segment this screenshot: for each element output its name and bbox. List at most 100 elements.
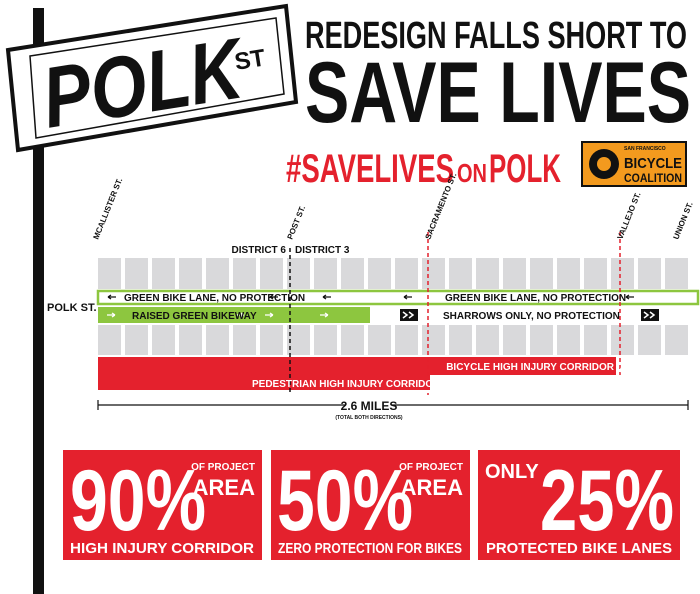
city-block (422, 325, 445, 355)
corridor-label: PEDESTRIAN HIGH INJURY CORRIDOR (252, 379, 441, 390)
city-block (476, 325, 499, 355)
headline-line1: REDESIGN FALLS SHORT TO (305, 15, 687, 57)
cross-street: MCALLISTER ST. (92, 177, 125, 241)
stat-qualifier: AREA (193, 475, 255, 500)
sign-suffix: ST (233, 44, 268, 76)
city-block (638, 258, 661, 289)
stat-value: 25% (540, 453, 674, 549)
sharrow-icon (641, 309, 659, 321)
lane-label: GREEN BIKE LANE, NO PROTECTION (124, 293, 305, 304)
city-block (395, 258, 418, 289)
logo-text: COALITION (624, 171, 682, 185)
stat-caption: PROTECTED BIKE LANES (486, 540, 672, 557)
city-block (98, 325, 121, 355)
city-block (179, 258, 202, 289)
bicycle-corridor (98, 357, 616, 375)
cross-street: POST ST. (286, 204, 308, 240)
city-block (449, 258, 472, 289)
sign-post (33, 8, 44, 594)
city-block (179, 325, 202, 355)
city-block (395, 325, 418, 355)
city-block (152, 325, 175, 355)
city-block (341, 325, 364, 355)
lane-label: RAISED GREEN BIKEWAY (132, 311, 257, 322)
city-block (557, 258, 580, 289)
distance-label: 2.6 MILES (341, 399, 398, 413)
stat-qualifier: OF PROJECT (399, 462, 463, 473)
city-block (557, 325, 580, 355)
headline-line2: SAVE LIVES (305, 45, 691, 141)
city-block (206, 325, 229, 355)
district-label: DISTRICT 6 (232, 245, 287, 256)
city-block (341, 258, 364, 289)
city-block (206, 258, 229, 289)
city-block (611, 325, 634, 355)
direction-arrows (107, 294, 634, 300)
cross-street: UNION ST. (672, 201, 695, 241)
city-block (503, 258, 526, 289)
city-block (314, 258, 337, 289)
city-block (260, 258, 283, 289)
sharrow-icon (400, 309, 418, 321)
city-block (125, 258, 148, 289)
distance-note: (TOTAL BOTH DIRECTIONS) (335, 415, 403, 421)
city-block (611, 258, 634, 289)
city-block (287, 325, 310, 355)
stat-qualifier: AREA (401, 475, 463, 500)
city-block (98, 258, 121, 289)
city-block (233, 258, 256, 289)
logo (581, 141, 687, 187)
lane-label: GREEN BIKE LANE, NO PROTECTION (445, 293, 626, 304)
city-block (530, 258, 553, 289)
stat-value: 90% (70, 453, 206, 549)
stat-prefix: ONLY (485, 461, 539, 483)
city-block (314, 325, 337, 355)
city-block (665, 325, 688, 355)
stat-caption: ZERO PROTECTION FOR BIKES (278, 540, 462, 557)
city-block (476, 258, 499, 289)
bike-icon (631, 365, 641, 375)
stat-qualifier: OF PROJECT (191, 462, 255, 473)
stat-card (271, 450, 470, 560)
city-block (422, 258, 445, 289)
sign-border (29, 17, 285, 139)
stat-value: 50% (277, 453, 413, 549)
stat-caption: HIGH INJURY CORRIDOR (70, 540, 254, 557)
city-block (152, 258, 175, 289)
green-bike-lane (96, 289, 700, 306)
city-block (584, 325, 607, 355)
pedestrian-corridor (98, 375, 430, 390)
city-block (287, 258, 310, 289)
city-block (368, 258, 391, 289)
logo-text: BICYCLE (624, 155, 682, 172)
city-block (125, 325, 148, 355)
distance-bar (97, 400, 689, 410)
city-block (638, 325, 661, 355)
city-block (260, 325, 283, 355)
city-block (233, 325, 256, 355)
city-blocks (98, 258, 688, 355)
sharrow-chevrons (402, 311, 656, 319)
stat-card (478, 450, 680, 560)
corridor-label: BICYCLE HIGH INJURY CORRIDOR (446, 362, 615, 373)
logo-gear (597, 157, 611, 171)
direction-arrows (107, 312, 329, 318)
raised-bikeway (98, 307, 370, 323)
hashtag: POLK (489, 147, 561, 191)
stat-card (63, 450, 262, 560)
lane-label: SHARROWS ONLY, NO PROTECTION (443, 311, 620, 322)
cross-street: VALLEJO ST. (616, 191, 643, 241)
bike-icon (619, 365, 629, 375)
city-block (530, 325, 553, 355)
logo-text: SAN FRANCISCO (624, 146, 666, 152)
sharrow-lane (370, 307, 698, 323)
city-block (665, 258, 688, 289)
district-label: DISTRICT 3 (295, 245, 350, 256)
hashtag: ON (457, 158, 487, 188)
street-sign (5, 3, 299, 153)
city-block (449, 325, 472, 355)
city-block (584, 258, 607, 289)
hashtag: #SAVELIVES (286, 147, 454, 191)
city-block (503, 325, 526, 355)
